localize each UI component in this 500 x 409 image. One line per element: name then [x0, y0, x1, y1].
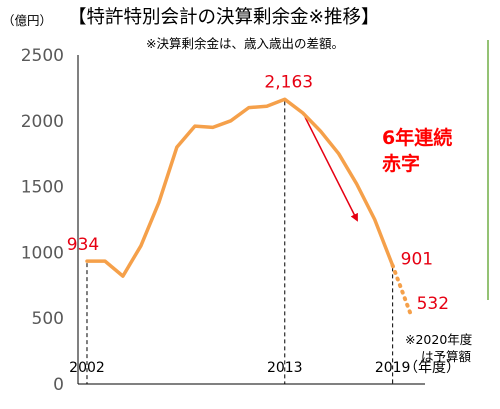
y-axis-unit: （億円）	[2, 13, 52, 28]
note-line2: は予算額	[421, 349, 472, 364]
y-tick-label: 500	[32, 309, 64, 329]
chart-subtitle: ※決算剰余金は、歳入歳出の差額。	[146, 36, 344, 51]
chart-title: 【特許特別会計の決算剰余金※推移】	[68, 7, 380, 28]
data-label: 934	[67, 235, 99, 255]
data-label: 901	[401, 249, 433, 269]
x-tick-label: 2002	[69, 360, 105, 376]
y-tick-label: 1500	[21, 178, 64, 198]
series-line-budget	[390, 263, 413, 316]
decline-arrow	[304, 116, 358, 222]
deficit-annotation-line2: 赤字	[382, 152, 420, 175]
x-axis-unit: （年度）	[404, 360, 460, 376]
note-line1: ※2020年度	[405, 332, 473, 347]
data-label: 2,163	[264, 72, 313, 92]
y-tick-label: 2000	[21, 112, 64, 132]
y-tick-label: 1000	[21, 243, 64, 263]
y-tick-label: 0	[53, 375, 64, 395]
data-label: 532	[417, 294, 449, 314]
deficit-annotation-line1: 6年連続	[382, 126, 452, 149]
series-line-actual	[85, 97, 395, 278]
y-tick-label: 2500	[21, 46, 64, 66]
